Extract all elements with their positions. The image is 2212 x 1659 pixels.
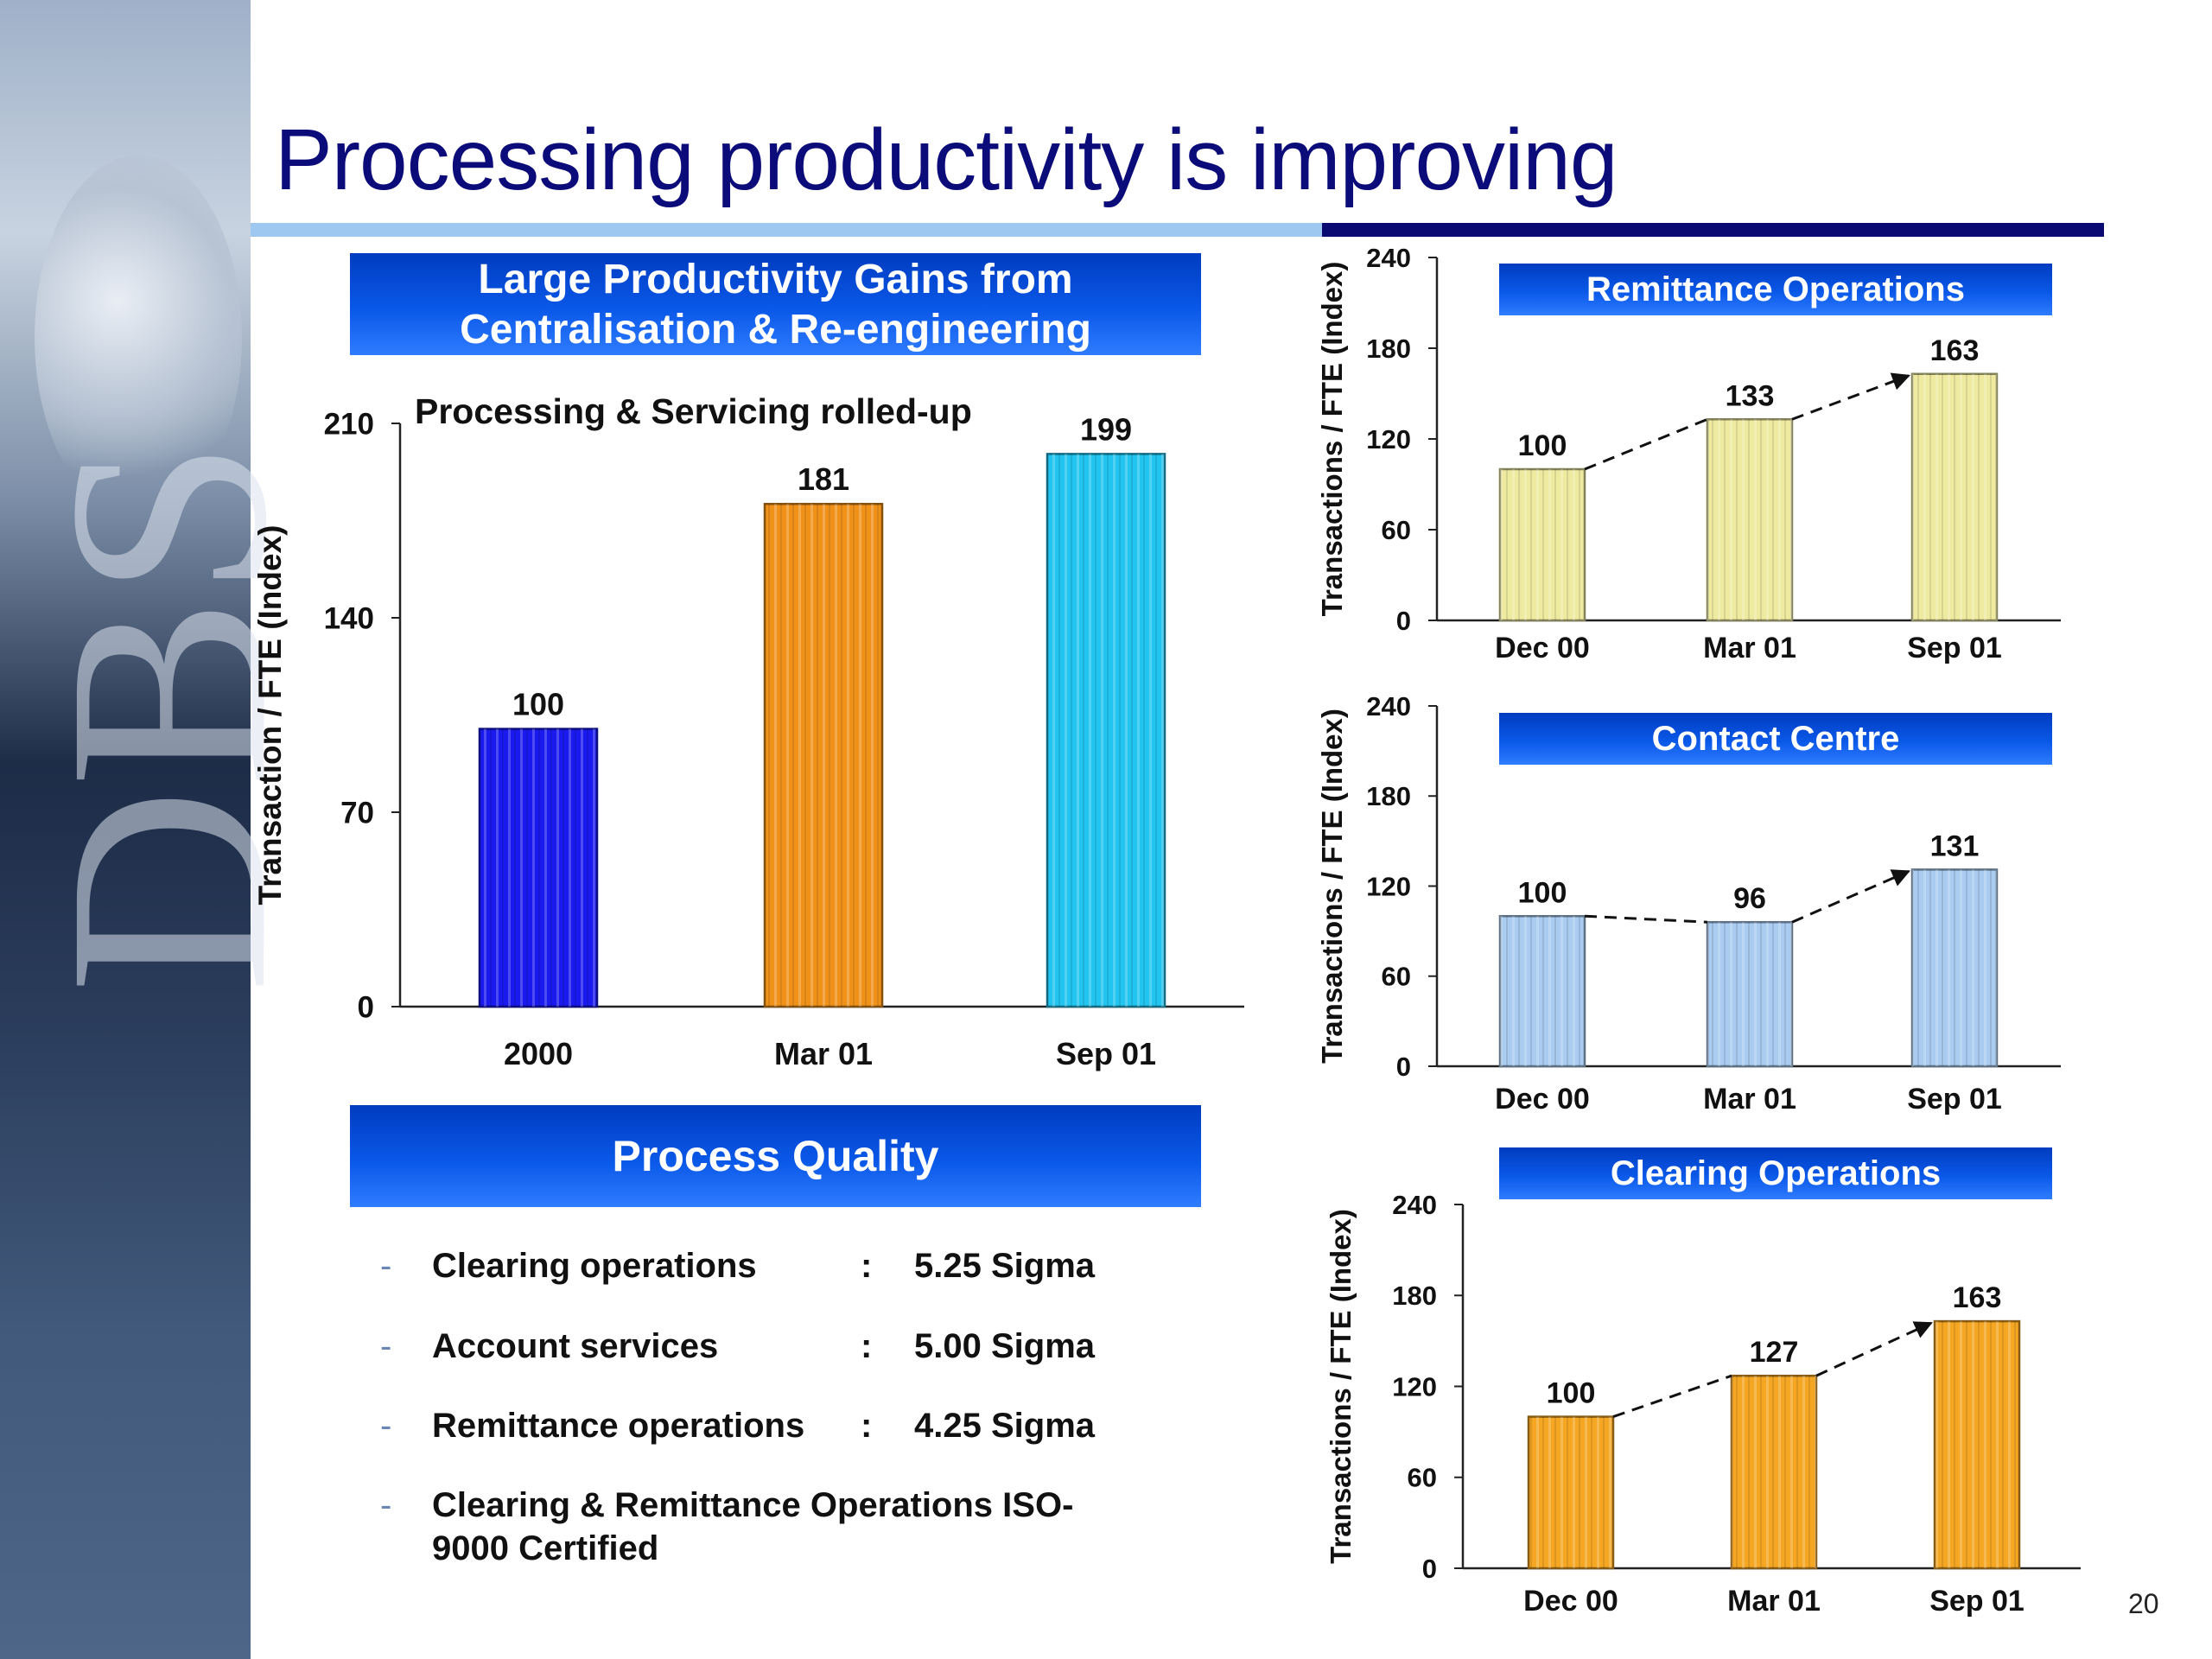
quality-label: Clearing & Remittance Operations ISO- bbox=[432, 1486, 1074, 1524]
y-tick-label: 180 bbox=[1366, 334, 1411, 364]
remittance-chart-title: Remittance Operations bbox=[1586, 270, 1965, 308]
bar-texture bbox=[1935, 1321, 2019, 1568]
x-tick-label: Dec 00 bbox=[1495, 1083, 1590, 1116]
trend-line bbox=[1815, 1321, 1933, 1377]
y-tick-label: 210 bbox=[324, 407, 374, 441]
productivity-banner-line1: Large Productivity Gains from bbox=[478, 257, 1073, 302]
bar-texture bbox=[1500, 469, 1585, 620]
bar-texture bbox=[1707, 922, 1792, 1066]
bar-texture bbox=[1732, 1376, 1816, 1568]
productivity-banner: Large Productivity Gains from Centralisa… bbox=[350, 253, 1201, 355]
x-tick-label: Mar 01 bbox=[1703, 1083, 1796, 1116]
y-axis-label: Transaction / FTE (Index) bbox=[252, 525, 288, 906]
y-axis-label: Transactions / FTE (Index) bbox=[1316, 262, 1348, 617]
bullet-dash: - bbox=[380, 1247, 392, 1285]
data-label: 100 bbox=[1518, 429, 1567, 462]
x-tick-label: Sep 01 bbox=[1907, 1083, 2002, 1116]
main-chart-title: Processing & Servicing rolled-up bbox=[415, 391, 972, 431]
data-label: 127 bbox=[1750, 1336, 1799, 1369]
title-rule-dark bbox=[1322, 223, 2104, 237]
x-tick-label: Sep 01 bbox=[1907, 632, 2002, 664]
bar-texture bbox=[480, 728, 597, 1007]
data-label: 100 bbox=[512, 687, 564, 722]
trend-line bbox=[1584, 914, 1708, 924]
decorative-sidebar: DBS bbox=[0, 0, 326, 1659]
trend-line bbox=[1612, 1374, 1732, 1419]
data-label: 199 bbox=[1080, 411, 1132, 447]
data-label: 131 bbox=[1930, 830, 1980, 862]
y-tick-label: 0 bbox=[358, 990, 374, 1024]
quality-colon: : bbox=[861, 1247, 873, 1285]
bar-texture bbox=[1912, 869, 1997, 1066]
y-tick-label: 60 bbox=[1408, 1463, 1437, 1493]
x-tick-label: Sep 01 bbox=[1056, 1036, 1156, 1071]
quality-label: Remittance operations bbox=[432, 1407, 805, 1445]
x-tick-label: Dec 00 bbox=[1495, 632, 1590, 664]
quality-value: 4.25 Sigma bbox=[914, 1407, 1096, 1445]
y-tick-label: 0 bbox=[1396, 1052, 1411, 1082]
quality-label: Clearing operations bbox=[432, 1247, 757, 1285]
x-tick-label: Mar 01 bbox=[774, 1036, 873, 1071]
y-tick-label: 60 bbox=[1382, 962, 1411, 992]
productivity-banner-line2: Centralisation & Re-engineering bbox=[460, 307, 1091, 353]
title-rule-light bbox=[251, 223, 1322, 237]
page-number: 20 bbox=[2128, 1588, 2159, 1619]
y-tick-label: 0 bbox=[1396, 606, 1411, 636]
quality-value: 5.00 Sigma bbox=[914, 1327, 1096, 1365]
quality-value: 5.25 Sigma bbox=[914, 1247, 1096, 1285]
y-tick-label: 70 bbox=[340, 796, 374, 830]
process-quality-banner: Process Quality bbox=[350, 1105, 1201, 1207]
bar-texture bbox=[765, 504, 882, 1007]
y-tick-label: 0 bbox=[1422, 1554, 1437, 1584]
clearing-chart-title: Clearing Operations bbox=[1610, 1154, 1942, 1192]
data-label: 133 bbox=[1726, 379, 1775, 412]
bar-texture bbox=[1529, 1416, 1613, 1568]
bullet-dash: - bbox=[380, 1486, 392, 1524]
y-tick-label: 120 bbox=[1392, 1371, 1437, 1402]
remittance-banner: Remittance Operations bbox=[1499, 264, 2052, 315]
y-axis-label: Transactions / FTE (Index) bbox=[1325, 1209, 1357, 1564]
y-tick-label: 140 bbox=[324, 601, 374, 635]
data-label: 163 bbox=[1953, 1281, 2002, 1314]
y-tick-label: 120 bbox=[1366, 871, 1411, 901]
y-tick-label: 180 bbox=[1392, 1281, 1437, 1311]
bar-texture bbox=[1500, 916, 1585, 1066]
bullet-dash: - bbox=[380, 1407, 392, 1445]
bar-texture bbox=[1707, 419, 1792, 620]
quality-colon: : bbox=[861, 1327, 873, 1365]
bullet-dash: - bbox=[380, 1327, 392, 1365]
slide-title: Processing productivity is improving bbox=[275, 111, 1618, 208]
decorative-image bbox=[35, 156, 242, 518]
trend-line bbox=[1791, 869, 1910, 924]
data-label: 100 bbox=[1518, 876, 1567, 909]
y-tick-label: 240 bbox=[1366, 691, 1411, 721]
y-axis-label: Transactions / FTE (Index) bbox=[1316, 709, 1348, 1064]
quality-colon: : bbox=[861, 1407, 873, 1445]
y-tick-label: 60 bbox=[1382, 515, 1411, 545]
y-tick-label: 240 bbox=[1392, 1190, 1437, 1220]
x-tick-label: Sep 01 bbox=[1929, 1585, 2024, 1618]
contact-banner: Contact Centre bbox=[1499, 713, 2052, 765]
y-tick-label: 240 bbox=[1366, 243, 1411, 273]
x-tick-label: Mar 01 bbox=[1727, 1585, 1821, 1618]
data-label: 181 bbox=[798, 461, 849, 497]
data-label: 163 bbox=[1930, 334, 1980, 367]
contact-chart-title: Contact Centre bbox=[1651, 720, 1900, 758]
x-tick-label: Mar 01 bbox=[1703, 632, 1796, 664]
y-tick-label: 120 bbox=[1366, 424, 1411, 454]
x-tick-label: 2000 bbox=[504, 1036, 573, 1071]
x-tick-label: Dec 00 bbox=[1523, 1585, 1618, 1618]
y-tick-label: 180 bbox=[1366, 781, 1411, 811]
data-label: 100 bbox=[1547, 1377, 1596, 1410]
bar-texture bbox=[1047, 454, 1165, 1007]
bar-texture bbox=[1912, 373, 1997, 620]
data-label: 96 bbox=[1733, 882, 1766, 915]
quality-label: Account services bbox=[432, 1327, 719, 1365]
clearing-banner: Clearing Operations bbox=[1499, 1147, 2052, 1199]
process-quality-title: Process Quality bbox=[612, 1132, 939, 1180]
quality-label-line2: 9000 Certified bbox=[432, 1529, 659, 1567]
trend-line bbox=[1791, 372, 1910, 421]
trend-line bbox=[1584, 417, 1708, 471]
